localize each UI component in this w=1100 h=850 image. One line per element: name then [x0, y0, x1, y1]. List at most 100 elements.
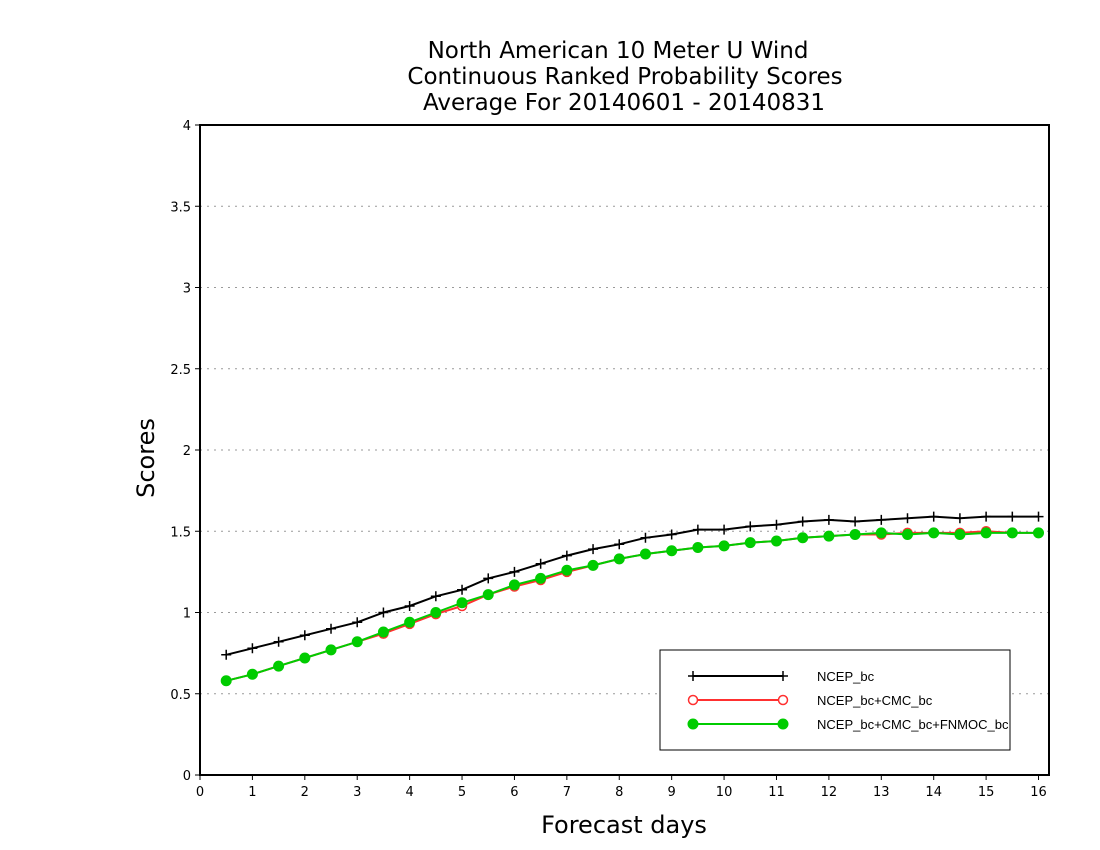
- x-tick-label: 12: [821, 785, 838, 800]
- data-point: [247, 643, 258, 654]
- data-point: [744, 537, 756, 549]
- data-point: [876, 514, 887, 525]
- grid: [200, 205, 1049, 695]
- data-point: [1006, 527, 1018, 539]
- data-point: [1033, 511, 1044, 522]
- x-tick-label: 10: [716, 785, 733, 800]
- legend-items: [687, 671, 789, 730]
- data-point: [325, 644, 337, 656]
- data-point: [640, 532, 651, 543]
- data-point: [509, 566, 520, 577]
- data-point: [613, 553, 625, 565]
- data-point: [430, 607, 442, 618]
- data-point: [352, 617, 363, 628]
- legend-marker: [777, 694, 789, 706]
- legend-label-ncep-cmc: NCEP_bc+CMC_bc: [817, 693, 933, 708]
- data-point: [980, 527, 992, 539]
- chart-title-line-1: North American 10 Meter U Wind: [428, 38, 809, 64]
- data-point: [1033, 527, 1045, 539]
- data-point: [797, 516, 808, 527]
- data-point: [902, 513, 913, 524]
- data-point: [902, 529, 913, 540]
- data-point: [692, 524, 703, 535]
- y-tick-label: 3.5: [170, 200, 191, 215]
- data-point: [483, 573, 494, 584]
- data-point: [666, 545, 678, 557]
- data-point: [351, 636, 363, 648]
- legend-marker: [777, 718, 789, 730]
- y-tick-label: 1: [183, 607, 191, 622]
- x-tick-label: 4: [405, 785, 413, 800]
- x-tick-label: 15: [978, 785, 995, 800]
- x-tick-label: 14: [925, 785, 942, 800]
- data-point: [719, 524, 730, 535]
- series-1: [221, 511, 1044, 660]
- y-tick-label: 4: [183, 119, 191, 134]
- data-point: [482, 589, 494, 601]
- legend: NCEP_bc NCEP_bc+CMC_bc NCEP_bc+CMC_bc+FN…: [659, 649, 1011, 751]
- data-point: [299, 652, 311, 664]
- data-point: [639, 548, 651, 560]
- data-point: [928, 527, 940, 539]
- data-point: [535, 558, 546, 569]
- data-point: [273, 636, 284, 647]
- x-tick-label: 6: [510, 785, 518, 800]
- data-point: [692, 542, 704, 553]
- data-point: [299, 630, 310, 641]
- data-point: [771, 519, 782, 530]
- y-tick-label: 1.5: [170, 525, 191, 540]
- x-tick-label: 5: [458, 785, 466, 800]
- data-point: [535, 572, 547, 584]
- x-tick-label: 16: [1030, 785, 1047, 800]
- data-point: [377, 626, 389, 638]
- data-point: [587, 559, 599, 571]
- legend-marker: [688, 671, 698, 681]
- data-point: [1007, 511, 1018, 522]
- data-point: [404, 616, 416, 628]
- x-tick-label: 9: [668, 785, 676, 800]
- data-point: [875, 527, 887, 539]
- data-point: [823, 530, 835, 542]
- x-tick-label: 1: [248, 785, 256, 800]
- legend-marker: [687, 718, 699, 730]
- legend-marker: [778, 671, 788, 681]
- data-point: [850, 516, 861, 527]
- y-tick-label: 2.5: [170, 363, 191, 378]
- y-tick-label: 3: [183, 282, 191, 297]
- data-point: [561, 564, 573, 576]
- data-point: [823, 514, 834, 525]
- data-point: [508, 579, 520, 591]
- x-axis-label: Forecast days: [541, 811, 707, 839]
- x-tick-label: 7: [563, 785, 571, 800]
- series-layer: [220, 511, 1045, 687]
- data-point: [745, 521, 756, 532]
- x-tick-label: 2: [301, 785, 309, 800]
- data-point: [326, 623, 337, 634]
- data-point: [849, 529, 861, 540]
- x-tick-label: 3: [353, 785, 361, 800]
- y-tick-label: 0.5: [170, 688, 191, 703]
- plot-frame: [199, 124, 1050, 776]
- data-point: [221, 649, 232, 660]
- data-point: [666, 529, 677, 540]
- y-axis-label: Scores: [132, 418, 160, 498]
- x-tick-label: 0: [196, 785, 204, 800]
- y-tick-label: 2: [183, 444, 191, 459]
- data-point: [718, 540, 730, 552]
- x-tick-label: 11: [768, 785, 785, 800]
- y-tick-label: 0: [183, 769, 191, 784]
- series-3: [220, 527, 1045, 687]
- data-point: [273, 660, 285, 672]
- data-point: [220, 675, 232, 687]
- ticks: 00.511.522.533.540 1 2 3 4 5 6 7 8 9 10 11 12 13 14 15 1…: [170, 119, 1046, 800]
- series-line: [225, 515, 1039, 656]
- data-point: [456, 597, 468, 609]
- data-point: [770, 535, 782, 547]
- legend-label-ncep-cmc-fnmoc: NCEP_bc+CMC_bc+FNMOC_bc: [817, 717, 1009, 732]
- data-point: [588, 544, 599, 555]
- data-point: [561, 550, 572, 561]
- data-point: [928, 511, 939, 522]
- data-point: [614, 539, 625, 550]
- data-point: [954, 529, 966, 540]
